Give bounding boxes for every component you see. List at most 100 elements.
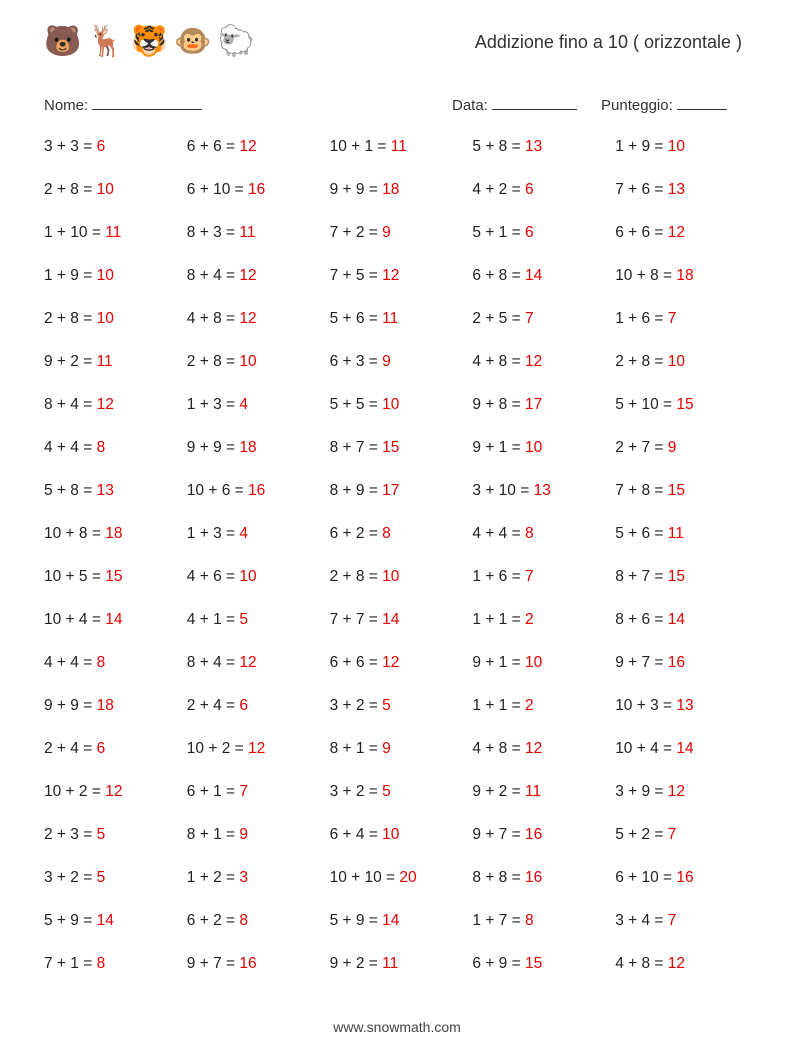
problem-expression: 5 + 9 = bbox=[44, 912, 97, 929]
problem-expression: 6 + 4 = bbox=[330, 826, 383, 843]
problem-cell: 10 + 6 = 16 bbox=[187, 482, 322, 500]
problem-cell: 4 + 4 = 8 bbox=[472, 525, 607, 543]
problem-expression: 3 + 2 = bbox=[330, 697, 383, 714]
problem-cell: 1 + 9 = 10 bbox=[615, 138, 750, 156]
problem-answer: 6 bbox=[239, 697, 248, 714]
problem-answer: 11 bbox=[239, 224, 255, 241]
problem-cell: 9 + 2 = 11 bbox=[44, 353, 179, 371]
problem-expression: 8 + 7 = bbox=[615, 568, 668, 585]
problem-answer: 12 bbox=[525, 740, 542, 757]
problem-answer: 14 bbox=[668, 611, 685, 628]
problem-cell: 10 + 5 = 15 bbox=[44, 568, 179, 586]
problem-expression: 5 + 1 = bbox=[472, 224, 525, 241]
problem-answer: 14 bbox=[525, 267, 542, 284]
problem-answer: 15 bbox=[382, 439, 399, 456]
problem-expression: 9 + 9 = bbox=[44, 697, 97, 714]
problem-expression: 5 + 9 = bbox=[330, 912, 383, 929]
problem-answer: 7 bbox=[668, 826, 677, 843]
problem-answer: 15 bbox=[105, 568, 122, 585]
problem-cell: 3 + 2 = 5 bbox=[330, 783, 465, 801]
header-row: 🐻 🦌 🐯 🐵 🐑 Addizione fino a 10 ( orizzont… bbox=[44, 20, 750, 64]
problem-answer: 14 bbox=[382, 611, 399, 628]
problem-expression: 1 + 3 = bbox=[187, 396, 240, 413]
problem-answer: 6 bbox=[97, 740, 106, 757]
problem-expression: 9 + 7 = bbox=[472, 826, 525, 843]
problem-answer: 10 bbox=[97, 267, 114, 284]
problem-expression: 9 + 7 = bbox=[187, 955, 240, 972]
problem-expression: 4 + 4 = bbox=[44, 654, 97, 671]
problem-expression: 6 + 2 = bbox=[187, 912, 240, 929]
problem-cell: 4 + 8 = 12 bbox=[187, 310, 322, 328]
problem-answer: 2 bbox=[525, 611, 534, 628]
problem-expression: 1 + 1 = bbox=[472, 697, 525, 714]
problem-answer: 12 bbox=[668, 224, 685, 241]
problem-answer: 11 bbox=[391, 138, 407, 155]
problem-cell: 9 + 2 = 11 bbox=[330, 955, 465, 973]
problem-answer: 12 bbox=[239, 267, 256, 284]
problem-answer: 8 bbox=[97, 654, 106, 671]
problem-answer: 12 bbox=[248, 740, 265, 757]
problem-answer: 10 bbox=[525, 654, 542, 671]
problem-expression: 1 + 1 = bbox=[472, 611, 525, 628]
problem-answer: 5 bbox=[382, 783, 391, 800]
problem-cell: 7 + 6 = 13 bbox=[615, 181, 750, 199]
problem-cell: 10 + 8 = 18 bbox=[615, 267, 750, 285]
score-line bbox=[677, 94, 727, 110]
problem-cell: 1 + 3 = 4 bbox=[187, 525, 322, 543]
problem-answer: 7 bbox=[525, 568, 534, 585]
problem-answer: 15 bbox=[668, 482, 685, 499]
name-label: Nome: bbox=[44, 97, 88, 114]
problem-answer: 13 bbox=[525, 138, 542, 155]
problem-cell: 10 + 2 = 12 bbox=[187, 740, 322, 758]
problem-answer: 3 bbox=[239, 869, 248, 886]
problem-expression: 2 + 8 = bbox=[44, 181, 97, 198]
problem-expression: 8 + 6 = bbox=[615, 611, 668, 628]
problem-cell: 2 + 8 = 10 bbox=[44, 310, 179, 328]
problem-cell: 1 + 6 = 7 bbox=[472, 568, 607, 586]
problem-cell: 5 + 8 = 13 bbox=[472, 138, 607, 156]
problem-cell: 8 + 8 = 16 bbox=[472, 869, 607, 887]
problem-answer: 6 bbox=[97, 138, 106, 155]
footer-url: www.snowmath.com bbox=[0, 1019, 794, 1035]
problem-cell: 2 + 8 = 10 bbox=[330, 568, 465, 586]
problem-answer: 9 bbox=[668, 439, 677, 456]
problem-expression: 7 + 8 = bbox=[615, 482, 668, 499]
problem-answer: 5 bbox=[239, 611, 248, 628]
problem-cell: 3 + 4 = 7 bbox=[615, 912, 750, 930]
problem-answer: 10 bbox=[668, 353, 685, 370]
problem-answer: 12 bbox=[105, 783, 122, 800]
problem-cell: 9 + 1 = 10 bbox=[472, 439, 607, 457]
problem-cell: 8 + 6 = 14 bbox=[615, 611, 750, 629]
problem-cell: 6 + 4 = 10 bbox=[330, 826, 465, 844]
problem-cell: 1 + 9 = 10 bbox=[44, 267, 179, 285]
problem-expression: 10 + 8 = bbox=[615, 267, 676, 284]
problem-answer: 10 bbox=[668, 138, 685, 155]
problem-answer: 11 bbox=[668, 525, 684, 542]
problem-expression: 10 + 4 = bbox=[615, 740, 676, 757]
problem-answer: 11 bbox=[382, 955, 398, 972]
problem-answer: 12 bbox=[525, 353, 542, 370]
problem-cell: 10 + 2 = 12 bbox=[44, 783, 179, 801]
problem-answer: 18 bbox=[97, 697, 114, 714]
problem-expression: 1 + 9 = bbox=[44, 267, 97, 284]
problem-expression: 4 + 8 = bbox=[472, 740, 525, 757]
problem-expression: 1 + 3 = bbox=[187, 525, 240, 542]
problem-cell: 3 + 2 = 5 bbox=[330, 697, 465, 715]
problem-expression: 1 + 2 = bbox=[187, 869, 240, 886]
problem-answer: 6 bbox=[525, 181, 534, 198]
problem-cell: 4 + 4 = 8 bbox=[44, 654, 179, 672]
problem-expression: 9 + 7 = bbox=[615, 654, 668, 671]
problem-answer: 15 bbox=[525, 955, 542, 972]
problem-cell: 4 + 8 = 12 bbox=[615, 955, 750, 973]
problem-cell: 7 + 8 = 15 bbox=[615, 482, 750, 500]
problem-expression: 7 + 1 = bbox=[44, 955, 97, 972]
problem-cell: 4 + 8 = 12 bbox=[472, 740, 607, 758]
problem-cell: 2 + 4 = 6 bbox=[44, 740, 179, 758]
problem-answer: 10 bbox=[382, 826, 399, 843]
problem-cell: 4 + 6 = 10 bbox=[187, 568, 322, 586]
problem-expression: 2 + 8 = bbox=[330, 568, 383, 585]
problem-cell: 7 + 1 = 8 bbox=[44, 955, 179, 973]
problem-answer: 8 bbox=[525, 525, 534, 542]
problem-expression: 7 + 5 = bbox=[330, 267, 383, 284]
problem-answer: 8 bbox=[97, 955, 106, 972]
